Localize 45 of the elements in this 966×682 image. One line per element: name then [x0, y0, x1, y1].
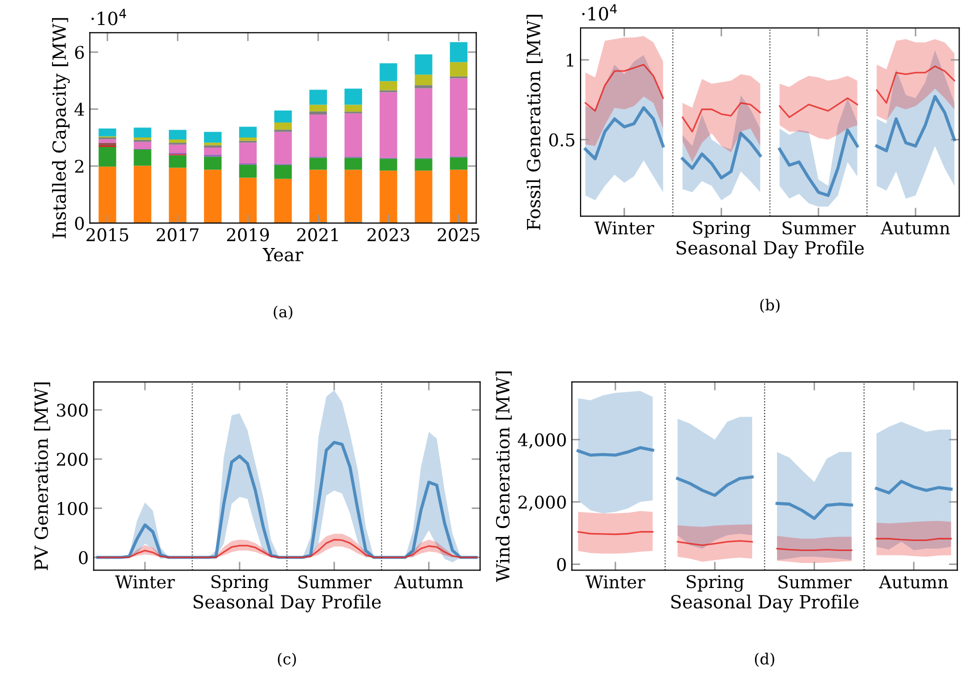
- x-tick-label: Winter: [115, 575, 175, 588]
- y-tick-label: 0: [78, 551, 88, 564]
- text: (a): [274, 306, 292, 320]
- y-tick-label: 300: [57, 404, 88, 417]
- y-tick-label: 0: [75, 216, 84, 230]
- y-tick-label: 2: [75, 160, 84, 173]
- x-tick-label: Spring: [686, 575, 744, 592]
- y-tick-label: 4,000: [518, 433, 566, 449]
- y-axis-title: Fossil Generation [MW]: [526, 14, 543, 230]
- y-tick-label: 0.5: [549, 133, 574, 146]
- x-tick-label: Autumn: [880, 222, 950, 234]
- x-tick-label: Winter: [594, 221, 654, 234]
- text: (b): [760, 298, 780, 313]
- x-tick-label: Spring: [693, 221, 750, 238]
- x-axis-title: Seasonal Day Profile: [194, 594, 381, 612]
- y-axis-title: PV Generation [MW]: [34, 382, 50, 570]
- x-tick-label: Summer: [782, 221, 856, 234]
- y-tick-label: 200: [56, 452, 88, 466]
- y-axis-title: Installed Capacity [MW]: [52, 18, 70, 238]
- x-tick-label: Summer: [298, 575, 372, 588]
- x-tick-label: 2019: [226, 228, 269, 242]
- y-tick-label: 0: [557, 558, 566, 572]
- x-tick-label: 2025: [438, 228, 480, 242]
- text: (d): [754, 652, 774, 667]
- y-tick-label: 4: [74, 102, 84, 116]
- text: ·10$^{4}$: [92, 8, 126, 26]
- x-tick-label: Autumn: [394, 576, 464, 588]
- x-tick-label: 2023: [368, 228, 410, 242]
- x-axis-title: Year: [262, 248, 304, 262]
- x-axis-title: Seasonal Day Profile: [676, 240, 864, 258]
- y-axis-title: Wind Generation [MW]: [496, 372, 512, 582]
- x-tick-label: Summer: [778, 575, 852, 588]
- y-tick-label: 6: [75, 46, 84, 59]
- x-tick-label: Winter: [586, 575, 646, 588]
- x-axis-title: Seasonal Day Profile: [671, 594, 858, 612]
- x-tick-label: 2021: [297, 228, 338, 242]
- y-tick-label: 100: [58, 502, 88, 516]
- y-tick-label: 1: [566, 54, 574, 66]
- x-tick-label: Spring: [211, 575, 269, 592]
- text: ·10$^{4}$: [582, 4, 617, 21]
- x-tick-label: 2017: [156, 228, 198, 242]
- x-tick-label: Autumn: [878, 576, 948, 588]
- text: (c): [278, 652, 296, 667]
- y-tick-label: 2,000: [518, 496, 566, 511]
- x-tick-label: 2015: [86, 228, 128, 242]
